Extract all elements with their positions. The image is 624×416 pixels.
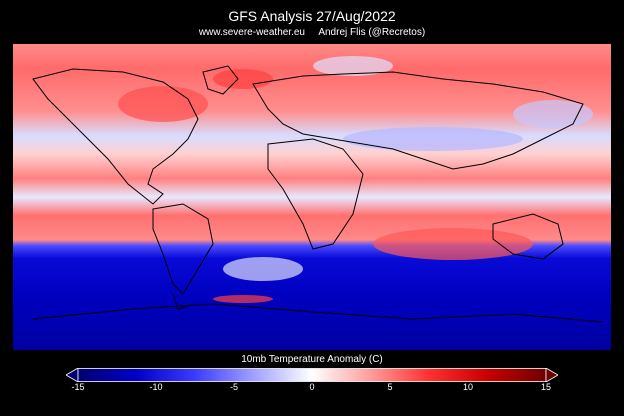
colorbar-ticks: -15 -10 -5 0 5 10 15 xyxy=(0,382,624,396)
coastlines xyxy=(32,65,604,323)
colorbar-right-extend-arrow xyxy=(545,368,558,382)
colorbar-tick-label: 5 xyxy=(387,382,393,392)
colorbar-gradient xyxy=(77,368,547,382)
colorbar xyxy=(66,368,558,382)
colorbar-tick-label: 10 xyxy=(462,382,473,392)
anomaly-patches xyxy=(118,56,593,303)
colorbar-tick-label: -15 xyxy=(71,382,85,392)
map-title: GFS Analysis 27/Aug/2022 xyxy=(228,8,396,24)
colorbar-left-extend-arrow xyxy=(66,368,79,382)
colorbar-tick-label: -10 xyxy=(149,382,163,392)
colorbar-label: 10mb Temperature Anomaly (C) xyxy=(241,354,383,365)
colorbar-tick-label: 15 xyxy=(540,382,551,392)
map-source-credit: www.severe-weather.eu Andrej Flis (@Recr… xyxy=(198,27,426,38)
colorbar-tick-label: 0 xyxy=(309,382,315,392)
colorbar-tick-label: -5 xyxy=(229,382,238,392)
anomaly-field xyxy=(13,44,611,350)
temperature-anomaly-map xyxy=(13,44,611,350)
